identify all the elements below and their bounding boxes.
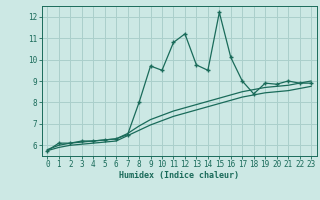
X-axis label: Humidex (Indice chaleur): Humidex (Indice chaleur) [119, 171, 239, 180]
